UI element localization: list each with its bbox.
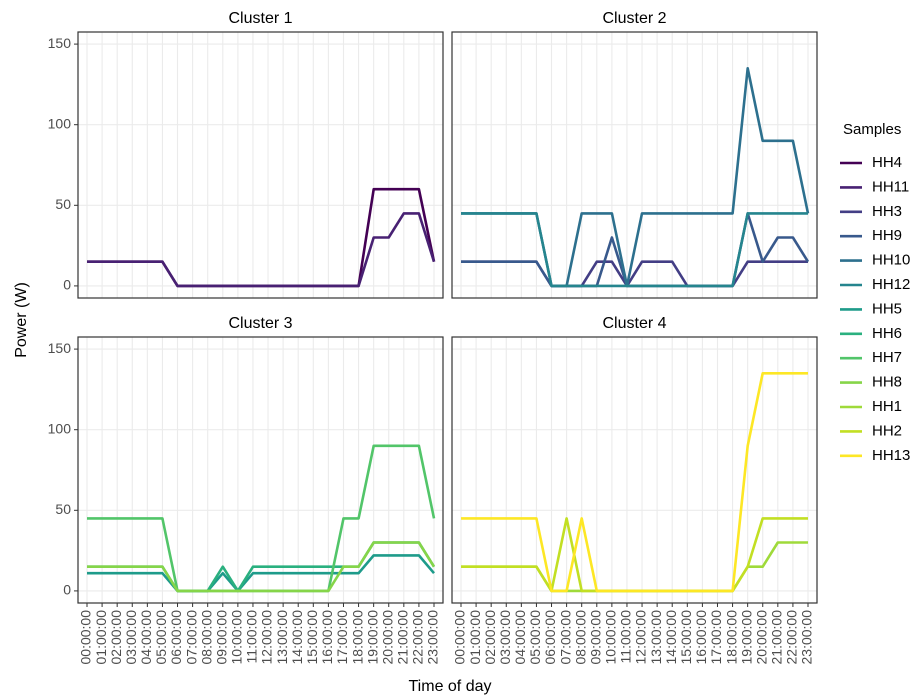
legend-label: HH7 bbox=[872, 349, 902, 366]
data-line bbox=[87, 212, 436, 288]
legend-label: HH9 bbox=[872, 227, 902, 244]
x-tick-label: 18:00:00 bbox=[723, 610, 739, 665]
panel-title: Cluster 4 bbox=[602, 315, 666, 332]
x-tick-label: 16:00:00 bbox=[693, 610, 709, 665]
x-tick-label: 04:00:00 bbox=[512, 610, 528, 665]
data-line bbox=[87, 554, 435, 593]
y-tick-label: 150 bbox=[48, 35, 72, 51]
panel-title: Cluster 2 bbox=[602, 10, 666, 27]
x-tick-label: 14:00:00 bbox=[289, 610, 305, 665]
x-tick-label: 18:00:00 bbox=[349, 610, 365, 665]
x-tick-label: 08:00:00 bbox=[572, 610, 588, 665]
x-tick-label: 02:00:00 bbox=[482, 610, 498, 665]
y-tick-label: 0 bbox=[63, 277, 71, 293]
legend-label: HH5 bbox=[872, 300, 902, 317]
legend-label: HH1 bbox=[872, 398, 902, 415]
x-tick-label: 15:00:00 bbox=[304, 610, 320, 665]
x-tick-label: 23:00:00 bbox=[799, 610, 815, 665]
x-tick-label: 10:00:00 bbox=[229, 610, 245, 665]
data-line bbox=[461, 372, 808, 593]
x-tick-label: 15:00:00 bbox=[678, 610, 694, 665]
y-tick-label: 100 bbox=[48, 115, 72, 131]
x-tick-label: 09:00:00 bbox=[587, 610, 603, 665]
x-tick-label: 12:00:00 bbox=[633, 610, 649, 665]
x-tick-label: 21:00:00 bbox=[395, 610, 411, 665]
x-tick-label: 10:00:00 bbox=[603, 610, 619, 665]
x-tick-label: 12:00:00 bbox=[259, 610, 275, 665]
x-tick-label: 13:00:00 bbox=[274, 610, 290, 665]
x-tick-label: 11:00:00 bbox=[618, 610, 634, 664]
panel-background bbox=[452, 337, 817, 603]
legend-label: HH3 bbox=[872, 203, 902, 220]
panel-border bbox=[451, 31, 818, 299]
data-line bbox=[87, 541, 436, 593]
x-tick-label: 04:00:00 bbox=[138, 610, 154, 665]
x-tick-label: 21:00:00 bbox=[769, 610, 785, 665]
x-tick-label: 17:00:00 bbox=[334, 610, 350, 665]
panel-background bbox=[78, 337, 443, 603]
x-tick-label: 11:00:00 bbox=[244, 610, 260, 664]
data-line bbox=[461, 212, 808, 288]
x-tick-label: 13:00:00 bbox=[648, 610, 664, 665]
legend-label: HH6 bbox=[872, 325, 902, 342]
x-tick-label: 07:00:00 bbox=[557, 610, 573, 665]
y-tick-label: 100 bbox=[48, 420, 72, 436]
legend-label: HH8 bbox=[872, 374, 902, 391]
x-tick-label: 19:00:00 bbox=[364, 610, 380, 665]
legend-label: HH11 bbox=[872, 178, 909, 195]
legend-label: HH12 bbox=[872, 276, 910, 293]
x-tick-label: 05:00:00 bbox=[153, 610, 169, 665]
x-tick-label: 06:00:00 bbox=[168, 610, 184, 665]
y-tick-label: 50 bbox=[55, 196, 71, 212]
x-tick-label: 01:00:00 bbox=[93, 610, 109, 665]
x-tick-label: 02:00:00 bbox=[108, 610, 124, 665]
y-tick-label: 50 bbox=[55, 501, 71, 517]
panel-background bbox=[78, 32, 443, 298]
x-axis-label: Time of day bbox=[409, 678, 492, 695]
x-tick-label: 09:00:00 bbox=[213, 610, 229, 665]
panel-border bbox=[77, 336, 444, 604]
x-tick-label: 03:00:00 bbox=[497, 610, 513, 665]
x-tick-label: 05:00:00 bbox=[527, 610, 543, 665]
panel-border bbox=[451, 336, 818, 604]
y-tick-label: 0 bbox=[63, 582, 71, 598]
panel-title: Cluster 3 bbox=[228, 315, 292, 332]
y-axis-label: Power (W) bbox=[13, 282, 30, 358]
x-tick-label: 17:00:00 bbox=[708, 610, 724, 665]
legend-title: Samples bbox=[843, 121, 901, 138]
legend-label: HH4 bbox=[872, 154, 902, 171]
x-tick-label: 22:00:00 bbox=[410, 610, 426, 665]
x-tick-label: 07:00:00 bbox=[183, 610, 199, 665]
x-tick-label: 20:00:00 bbox=[379, 610, 395, 665]
legend-label: HH2 bbox=[872, 422, 902, 439]
x-tick-label: 19:00:00 bbox=[738, 610, 754, 665]
x-tick-label: 00:00:00 bbox=[452, 610, 468, 665]
x-tick-label: 08:00:00 bbox=[198, 610, 214, 665]
x-tick-label: 20:00:00 bbox=[753, 610, 769, 665]
y-tick-label: 150 bbox=[48, 340, 72, 356]
legend-label: HH10 bbox=[872, 252, 910, 269]
x-tick-label: 06:00:00 bbox=[542, 610, 558, 665]
panel-border bbox=[77, 31, 444, 299]
x-tick-label: 01:00:00 bbox=[467, 610, 483, 665]
x-tick-label: 23:00:00 bbox=[425, 610, 441, 665]
x-tick-label: 22:00:00 bbox=[784, 610, 800, 665]
panel-title: Cluster 1 bbox=[228, 10, 292, 27]
legend-label: HH13 bbox=[872, 447, 910, 464]
x-tick-label: 14:00:00 bbox=[663, 610, 679, 665]
x-tick-label: 00:00:00 bbox=[78, 610, 94, 665]
x-tick-label: 03:00:00 bbox=[123, 610, 139, 665]
x-tick-label: 16:00:00 bbox=[319, 610, 335, 665]
